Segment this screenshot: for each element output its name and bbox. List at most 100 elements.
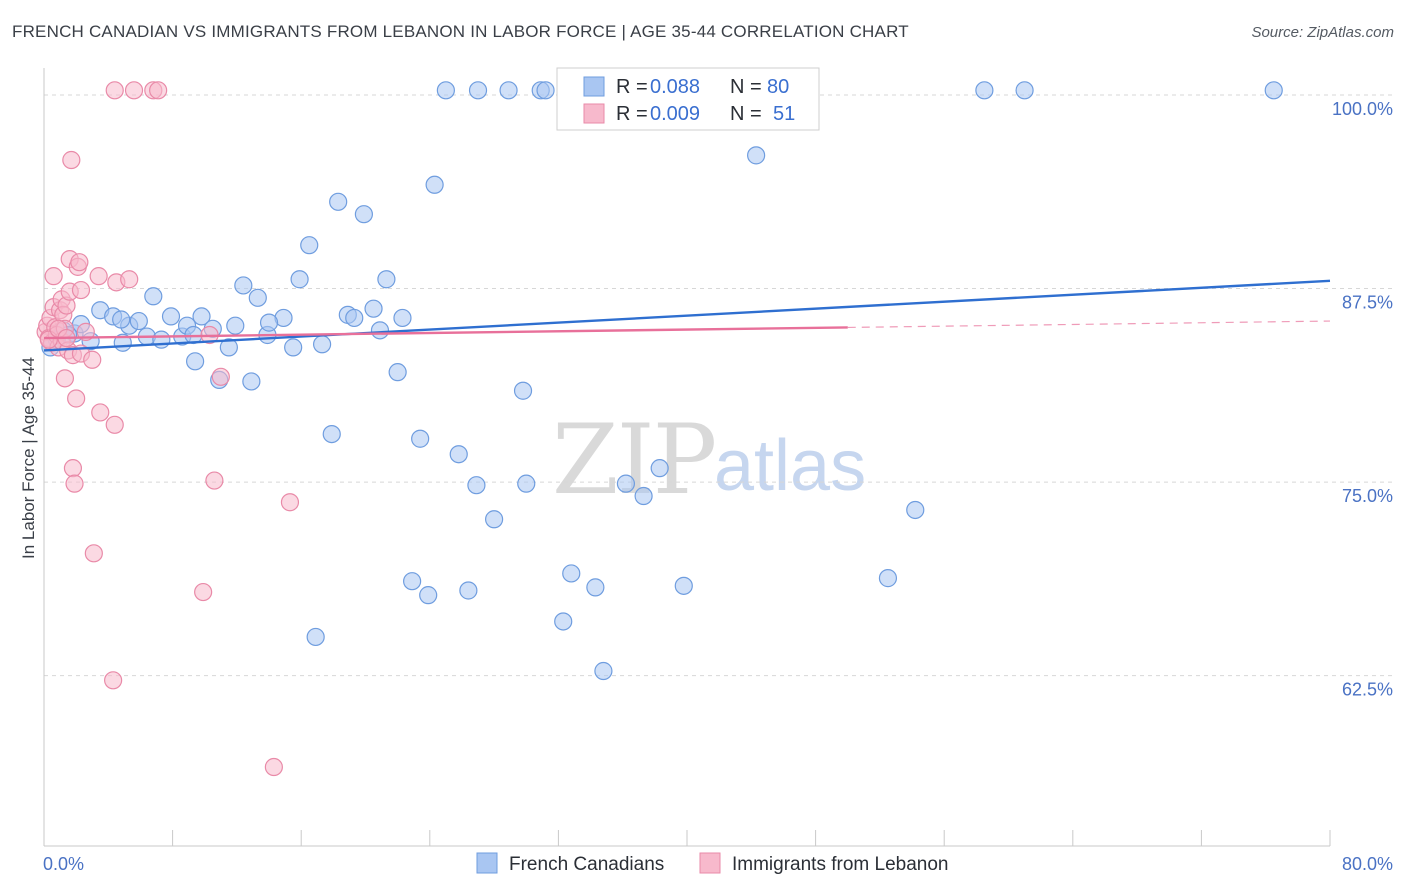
point-lebanon-33: [105, 415, 124, 434]
point-lebanon-29: [84, 544, 103, 563]
point-french-canadians-45: [419, 586, 438, 605]
point-french-canadians-48: [449, 445, 468, 464]
axes: [43, 68, 1331, 847]
point-lebanon-21: [63, 459, 83, 478]
point-french-canadians-66: [634, 486, 653, 506]
point-lebanon-32: [91, 403, 110, 422]
point-french-canadians-40: [377, 270, 396, 289]
point-french-canadians-24: [242, 372, 261, 391]
point-lebanon-26: [70, 253, 89, 272]
point-french-canadians-54: [513, 381, 533, 400]
point-lebanon-43: [205, 471, 224, 490]
point-french-canadians-59: [562, 564, 581, 583]
legend-r-label-2: R =: [616, 103, 648, 125]
point-french-canadians-31: [306, 627, 325, 647]
point-french-canadians-78: [259, 313, 279, 332]
point-french-canadians-70: [747, 146, 766, 165]
legend-r-value-1: 0.088: [650, 76, 700, 98]
y-tick-label-0: 62.5%: [1342, 680, 1393, 700]
point-french-canadians-61: [586, 578, 605, 597]
point-lebanon-30: [83, 350, 102, 369]
watermark-atlas: atlas: [714, 426, 866, 506]
point-french-canadians-36: [345, 308, 364, 328]
point-lebanon-23: [65, 474, 84, 493]
bottom-legend-label-1: French Canadians: [509, 854, 664, 875]
legend-n-label-1: N =: [730, 76, 762, 98]
legend-n-value-1: 80: [767, 76, 789, 98]
trend-lines: [43, 279, 1331, 352]
point-lebanon-35: [104, 671, 123, 690]
y-axis-title: In Labor Force | Age 35-44: [19, 357, 38, 559]
point-french-canadians-62: [594, 661, 613, 681]
point-french-canadians-33: [322, 424, 341, 444]
point-lebanon-44: [211, 367, 230, 386]
y-tick-label-2: 87.5%: [1342, 293, 1393, 313]
point-french-canadians-21: [219, 338, 238, 357]
point-french-canadians-17: [186, 352, 205, 371]
point-french-canadians-39: [370, 321, 390, 340]
point-french-canadians-22: [226, 316, 245, 335]
point-french-canadians-50: [467, 476, 486, 495]
x-tick-label-min: 0.0%: [43, 854, 84, 874]
bottom-legend-label-2: Immigrants from Lebanon: [732, 854, 949, 875]
y-tick-label-3: 100.0%: [1332, 99, 1393, 119]
point-french-canadians-57: [536, 81, 555, 100]
point-french-canadians-74: [1015, 81, 1034, 100]
x-tick-label-max: 80.0%: [1342, 854, 1393, 874]
legend-n-label-2: N =: [730, 103, 762, 125]
point-french-canadians-29: [290, 270, 309, 289]
point-french-canadians-37: [354, 205, 373, 224]
point-lebanon-14: [55, 369, 74, 388]
point-french-canadians-23: [234, 276, 253, 295]
point-french-canadians-41: [388, 363, 407, 382]
legend-n-value-2: 51: [773, 103, 795, 125]
trend-line-french-canadians: [43, 279, 1331, 352]
point-lebanon-40: [105, 81, 124, 100]
point-french-canadians-25: [248, 288, 267, 307]
point-french-canadians-75: [1264, 81, 1283, 100]
point-french-canadians-64: [616, 474, 636, 493]
point-french-canadians-52: [485, 510, 504, 529]
point-french-canadians-18: [192, 307, 211, 326]
point-french-canadians-47: [436, 81, 455, 100]
point-lebanon-36: [120, 270, 139, 289]
source-credit: Source: ZipAtlas.com: [1251, 24, 1394, 41]
point-french-canadians-46: [425, 175, 444, 194]
y-tick-label-1: 75.0%: [1342, 486, 1393, 506]
bottom-legend: French Canadians Immigrants from Lebanon: [476, 852, 949, 875]
point-french-canadians-69: [674, 576, 693, 595]
bottom-legend-swatch-pink: [699, 852, 721, 874]
point-french-canadians-30: [300, 236, 319, 255]
point-french-canadians-34: [329, 192, 348, 211]
bottom-legend-swatch-blue: [476, 852, 498, 874]
point-french-canadians-44: [411, 429, 430, 448]
point-french-canadians-79: [112, 310, 131, 329]
point-french-canadians-38: [364, 299, 383, 318]
watermark-zip: ZIP: [552, 404, 715, 516]
point-french-canadians-53: [499, 81, 518, 100]
point-lebanon-24: [67, 389, 86, 408]
point-lebanon-45: [264, 757, 283, 777]
point-lebanon-28: [71, 280, 91, 300]
point-lebanon-6: [44, 267, 63, 286]
trend-line-lebanon: [43, 326, 848, 340]
point-french-canadians-49: [459, 581, 478, 600]
point-french-canadians-10: [129, 311, 148, 331]
chart-title: FRENCH CANADIAN VS IMMIGRANTS FROM LEBAN…: [12, 22, 909, 41]
legend-swatch-blue: [583, 76, 605, 97]
series-immigrants-from-lebanon: [36, 81, 300, 777]
point-lebanon-31: [89, 267, 108, 286]
point-lebanon-41: [194, 582, 213, 602]
trend-line-extension-lebanon: [847, 320, 1331, 329]
point-french-canadians-55: [517, 474, 536, 493]
point-lebanon-37: [124, 81, 144, 100]
point-french-canadians-72: [906, 500, 925, 520]
point-lebanon-39: [149, 81, 168, 100]
legend-r-value-2: 0.009: [650, 103, 700, 125]
point-french-canadians-71: [878, 569, 898, 588]
legend-r-label-1: R =: [616, 76, 648, 98]
point-french-canadians-51: [468, 81, 488, 100]
point-french-canadians-42: [393, 308, 412, 328]
point-french-canadians-12: [144, 287, 163, 306]
